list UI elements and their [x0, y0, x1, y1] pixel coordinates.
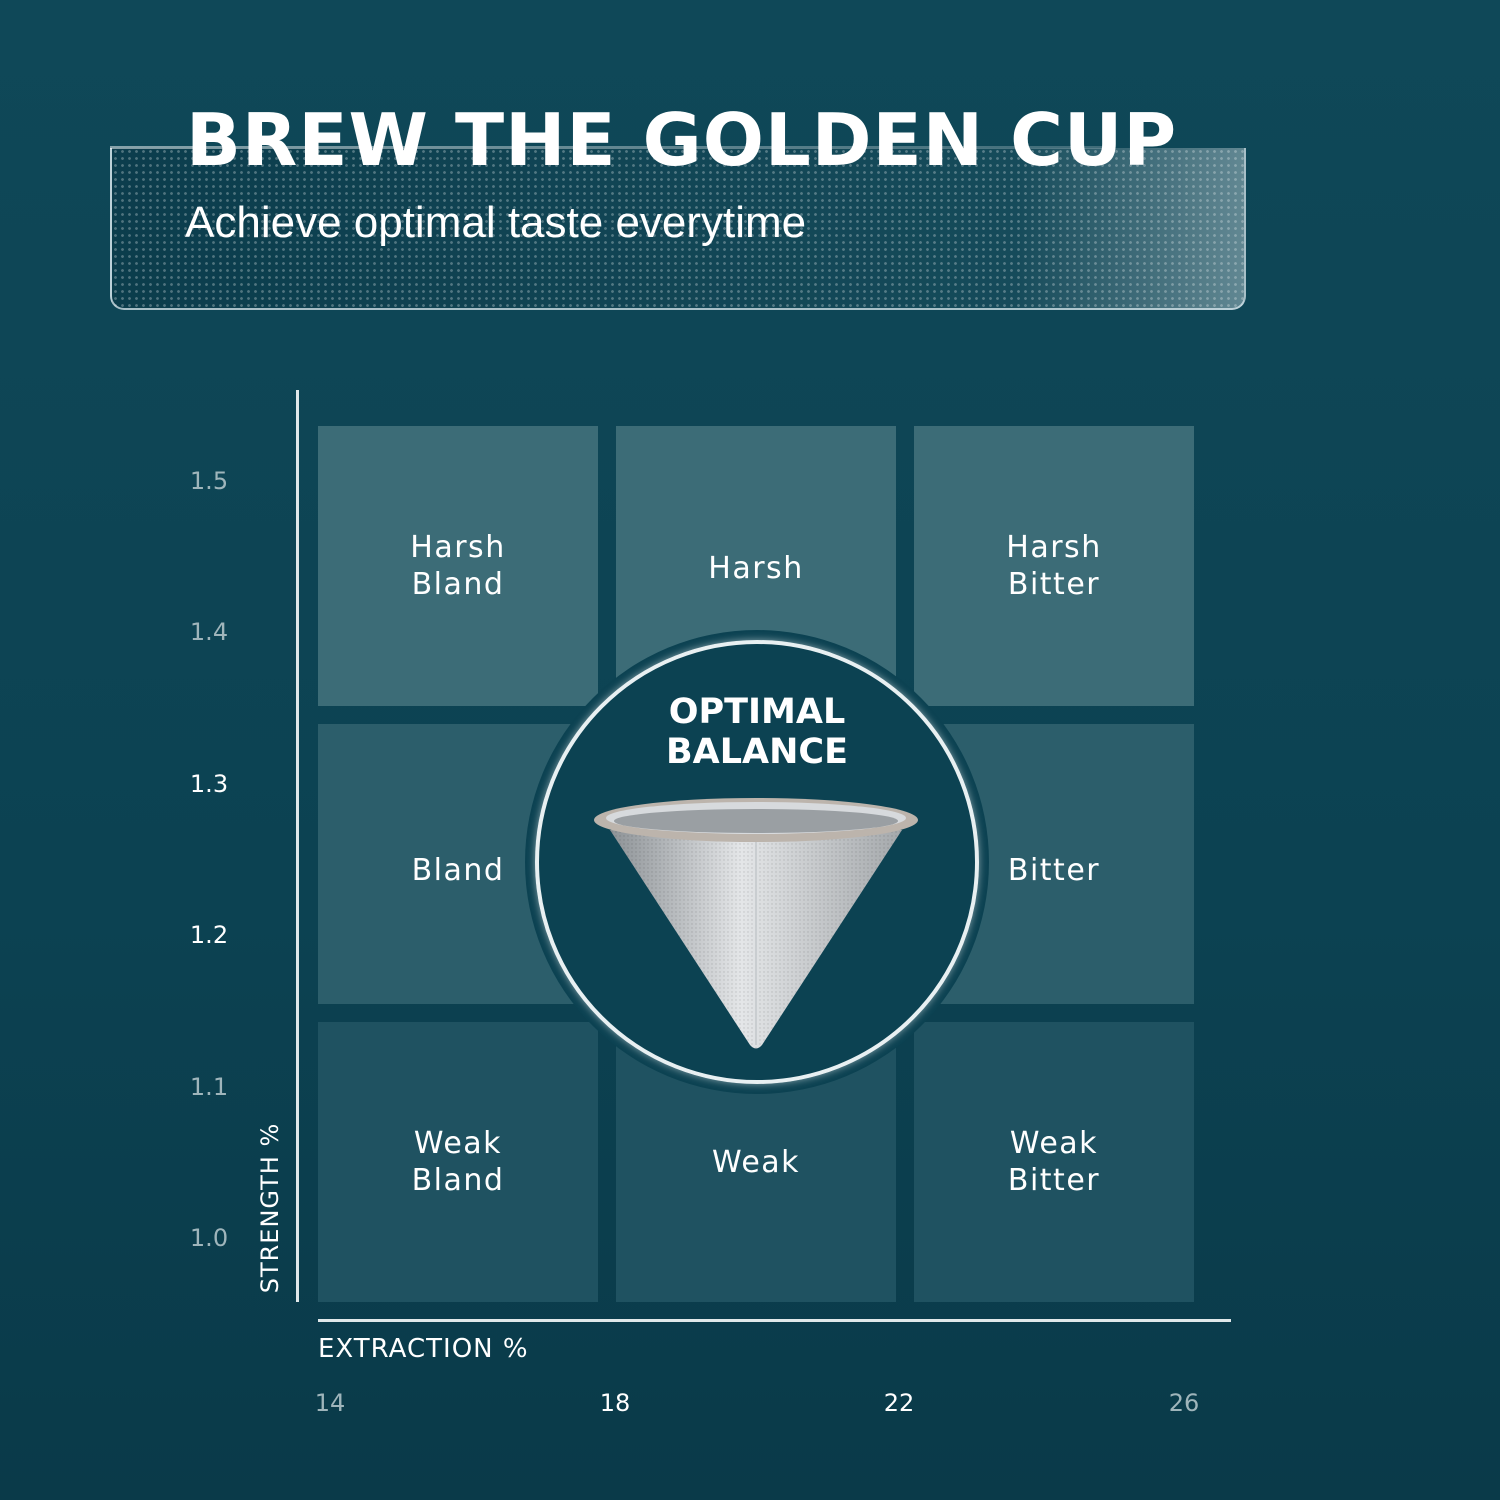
x-axis-label: EXTRACTION % — [318, 1334, 529, 1364]
page-title: BREW THE GOLDEN CUP — [186, 98, 1178, 182]
y-tick-1.0: 1.0 — [189, 1224, 229, 1252]
banner-edge — [110, 146, 1110, 149]
y-tick-1.3: 1.3 — [189, 770, 229, 798]
x-tick-22: 22 — [883, 1389, 915, 1417]
y-tick-1.1: 1.1 — [189, 1073, 229, 1101]
optimal-ring — [535, 640, 979, 1084]
x-tick-26: 26 — [1168, 1389, 1200, 1417]
y-axis-line — [296, 390, 299, 1302]
y-tick-1.5: 1.5 — [189, 467, 229, 495]
y-tick-1.2: 1.2 — [189, 921, 229, 949]
header-banner — [110, 148, 1246, 310]
x-tick-14: 14 — [314, 1389, 346, 1417]
page-subtitle: Achieve optimal taste everytime — [185, 198, 807, 247]
y-tick-1.4: 1.4 — [189, 618, 229, 646]
x-axis-line — [318, 1319, 1231, 1322]
cell-harsh-bland: Harsh Bland — [318, 426, 598, 706]
cell-harsh-bitter: Harsh Bitter — [914, 426, 1194, 706]
coffee-filter-icon — [594, 798, 918, 1049]
optimal-balance-label: OPTIMAL BALANCE — [665, 692, 849, 772]
y-axis-label: STRENGTH % — [256, 1122, 284, 1294]
cell-weak-bland: Weak Bland — [318, 1022, 598, 1302]
cell-weak-bitter: Weak Bitter — [914, 1022, 1194, 1302]
x-tick-18: 18 — [599, 1389, 631, 1417]
